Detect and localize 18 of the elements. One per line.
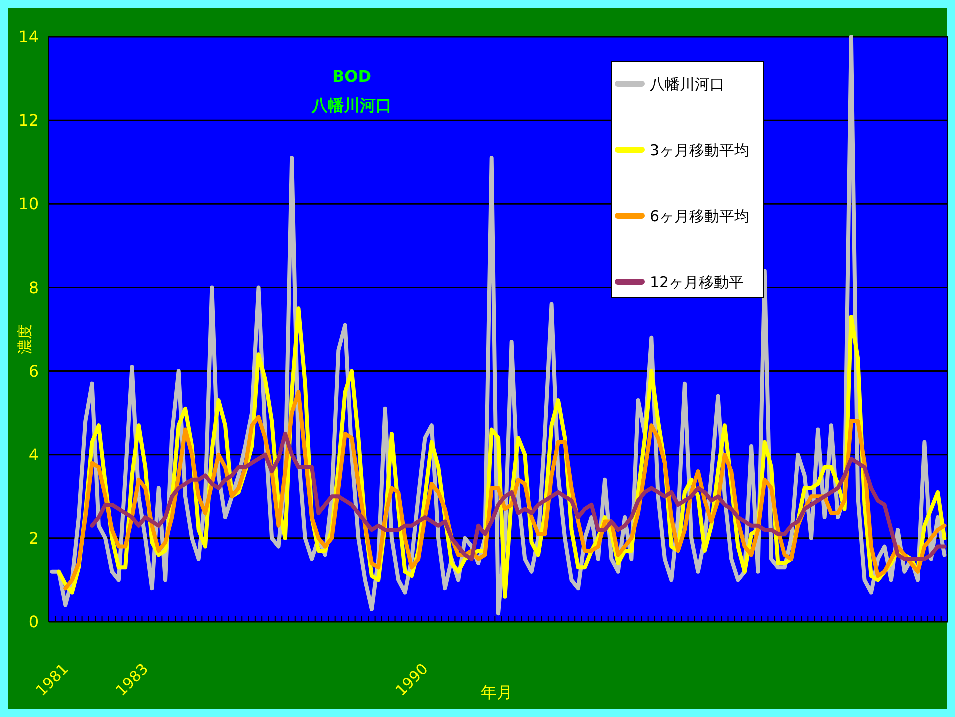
- x-axis-title: 年月: [481, 683, 513, 702]
- y-tick-label: 2: [28, 529, 39, 548]
- y-tick-label: 0: [28, 612, 39, 632]
- y-tick-label: 14: [18, 28, 39, 47]
- text: 八幡川河口: [311, 96, 392, 115]
- text: BOD: [332, 67, 372, 86]
- line-series: [64, 390, 947, 591]
- y-tick-label: 10: [18, 194, 39, 214]
- legend-label: 八幡川河口: [650, 75, 725, 94]
- y-tick-label: 12: [18, 111, 39, 130]
- legend-label: 3ヶ月移動平均: [650, 141, 750, 160]
- legend-label: 12ヶ月移動平: [650, 273, 744, 292]
- y-tick-label: 6: [28, 362, 39, 381]
- y-tick-label: 8: [28, 278, 39, 298]
- legend-label: 6ヶ月移動平均: [650, 207, 750, 226]
- line-series: [90, 432, 947, 562]
- y-tick-label: 4: [28, 445, 39, 464]
- y-axis-title: 濃度: [16, 324, 34, 354]
